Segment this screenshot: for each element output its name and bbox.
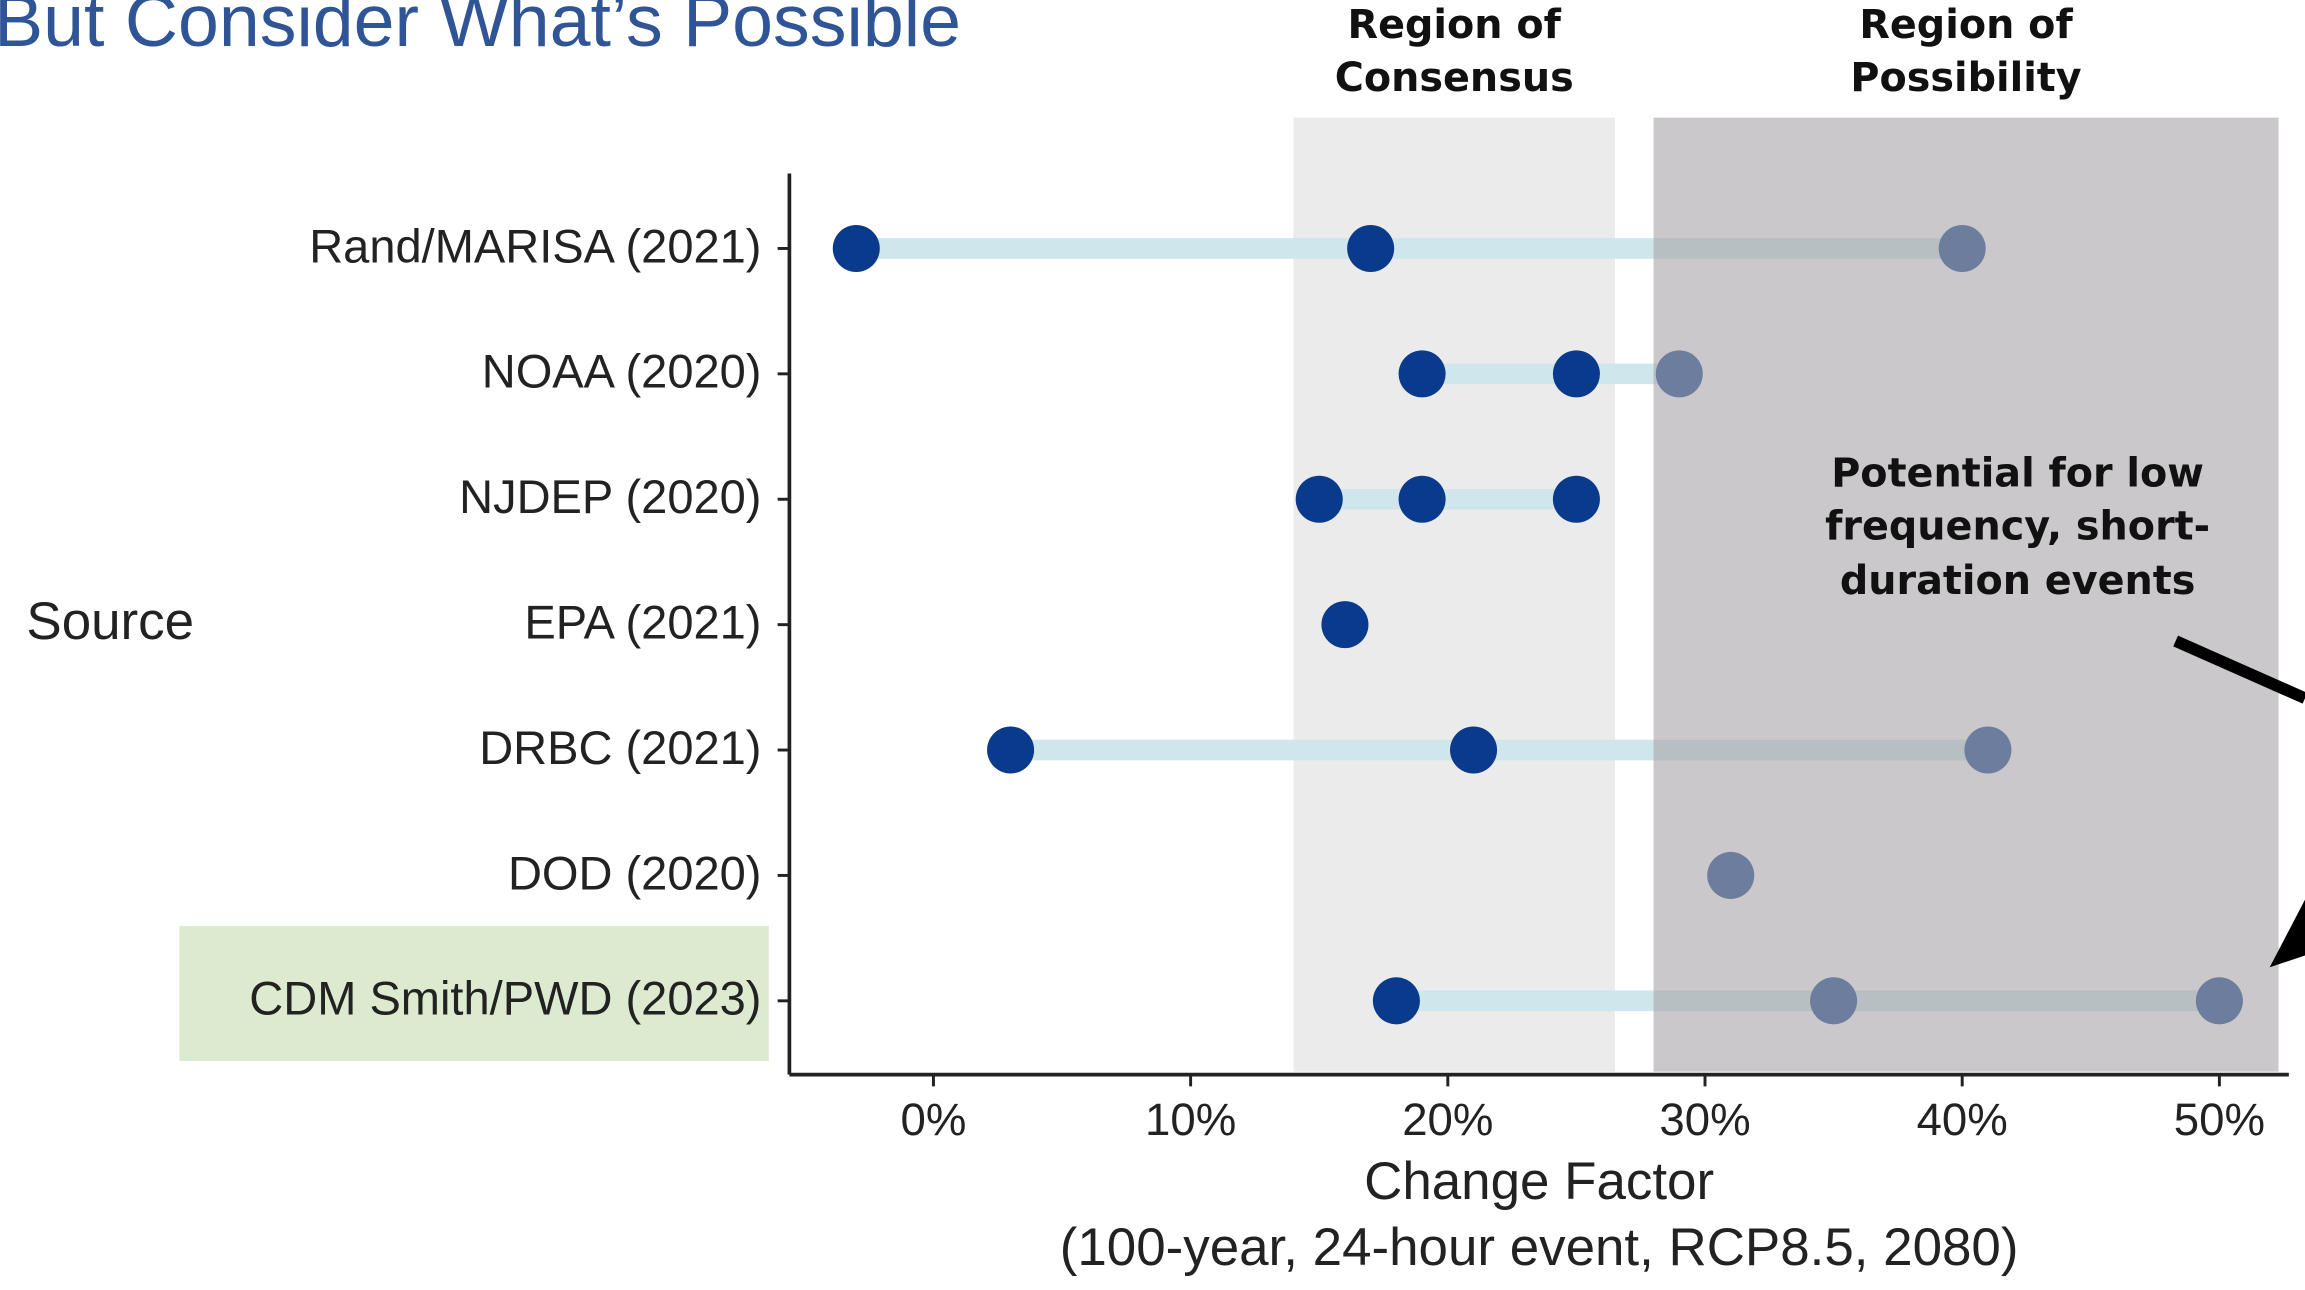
- dot: [1398, 475, 1446, 523]
- y-tick-label: DOD (2020): [508, 846, 762, 899]
- dot: [1552, 350, 1600, 398]
- y-axis-label: Source: [26, 592, 194, 651]
- dot: [1450, 726, 1498, 774]
- region-label: Region of Possibility: [1850, 2, 2082, 103]
- dot: [987, 726, 1035, 774]
- annotation-arrow-top: [2173, 635, 2305, 704]
- y-tick-label: NJDEP (2020): [459, 470, 761, 523]
- y-tick-label: EPA (2021): [524, 596, 761, 649]
- dot: [1347, 224, 1395, 272]
- highlight-box: [179, 925, 769, 1062]
- x-tick-label: 10%: [1145, 1094, 1236, 1145]
- region-band: [1653, 117, 2279, 1072]
- region-label-box: Region of Consensus: [1334, 2, 1574, 103]
- y-tick-label: DRBC (2021): [479, 721, 761, 774]
- y-tick-label: NOAA (2020): [482, 345, 762, 398]
- overlay-layer: Region of Consensus Region of Possibility…: [249, 2, 2289, 1145]
- x-tick-label: 20%: [1402, 1094, 1493, 1145]
- region-band: [1293, 117, 1615, 1072]
- x-tick-label: 40%: [1917, 1094, 2008, 1145]
- y-tick-label: Rand/MARISA (2021): [309, 219, 761, 272]
- y-tick-label: CDM Smith/PWD (2023): [249, 972, 761, 1025]
- dot: [1295, 475, 1343, 523]
- annotation: Potential for low frequency, short-durat…: [1825, 451, 2211, 605]
- dot: [1552, 475, 1600, 523]
- x-tick-label: 30%: [1659, 1094, 1750, 1145]
- x-axis-label: Change Factor: [1364, 1152, 1714, 1211]
- region-label-box: Region of Possibility: [1850, 2, 2082, 103]
- dot: [1321, 601, 1369, 649]
- x-tick-label: 50%: [2174, 1094, 2265, 1145]
- annotation-box: Potential for low frequency, short-durat…: [1825, 451, 2211, 605]
- dot: [1398, 350, 1446, 398]
- x-tick-label: 0%: [901, 1094, 967, 1145]
- background-layer: [179, 117, 1615, 1072]
- dot: [832, 224, 880, 272]
- slide-title: But Consider What’s Possible: [0, 0, 961, 62]
- region-label: Region of Consensus: [1334, 2, 1574, 103]
- x-axis-note: (100-year, 24-hour event, RCP8.5, 2080): [1060, 1218, 2019, 1277]
- dot: [1372, 977, 1420, 1025]
- annotation-arrow-head: [2269, 899, 2305, 968]
